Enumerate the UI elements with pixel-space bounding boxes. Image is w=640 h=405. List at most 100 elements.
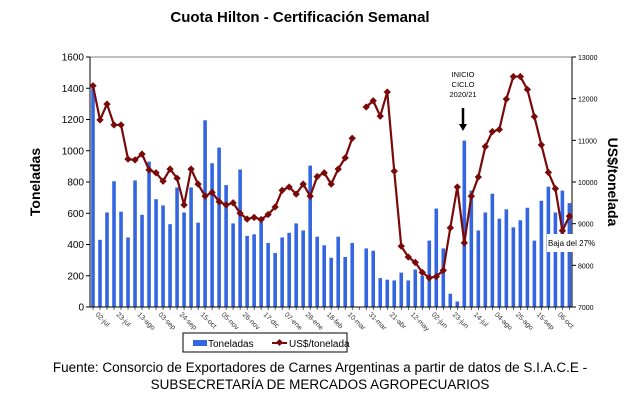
usd-point — [152, 169, 160, 177]
usd-point — [495, 125, 504, 134]
bar — [371, 250, 376, 307]
x-tick-label: 02-jul — [94, 311, 111, 328]
bar — [511, 227, 516, 307]
bar — [98, 239, 102, 307]
bar — [301, 230, 305, 307]
usd-point — [523, 85, 532, 94]
usd-point — [103, 100, 111, 108]
x-tick-label: 23-jun — [451, 311, 470, 330]
bar — [434, 208, 439, 307]
bar — [140, 214, 144, 307]
chart-title: Cuota Hilton - Certificación Semanal — [170, 9, 429, 26]
legend-label-toneladas: Toneladas — [208, 339, 254, 350]
bar — [322, 245, 326, 307]
y2-tick-label: 7000 — [578, 305, 594, 312]
bar — [252, 234, 256, 307]
bar — [126, 237, 130, 307]
bar — [217, 147, 221, 307]
y2-tick-label: 13000 — [578, 55, 598, 62]
usd-point — [145, 166, 153, 174]
y2-tick-label: 8000 — [578, 263, 594, 270]
x-tick-label: 07-ene — [283, 311, 303, 331]
bar — [238, 169, 242, 307]
x-tick-label: 15-oct — [199, 311, 218, 330]
bar — [553, 212, 558, 307]
x-tick-label: 18-feb — [325, 311, 344, 330]
source-line-1: Fuente: Consorcio de Exportadores de Car… — [53, 360, 587, 375]
x-tick-label: 24-sep — [178, 311, 198, 331]
usd-point — [229, 199, 237, 207]
usd-point — [544, 168, 553, 177]
bar — [189, 187, 193, 307]
usd-point — [250, 213, 258, 222]
bar — [329, 257, 333, 307]
legend-swatch-toneladas — [193, 340, 207, 346]
usd-point — [89, 82, 97, 90]
bar — [490, 193, 495, 307]
usd-point — [418, 268, 426, 277]
usd-point — [264, 210, 272, 219]
x-tick-label: 13-ago — [136, 311, 156, 331]
usd-point — [180, 201, 188, 209]
bar — [154, 199, 158, 307]
x-tick-label: 26-nov — [241, 311, 261, 331]
bar — [168, 224, 172, 307]
y2-tick-label: 9000 — [578, 222, 594, 229]
bar — [210, 163, 214, 307]
usd-point — [166, 165, 174, 173]
legend: Toneladas US$/tonelada — [182, 332, 350, 353]
usd-point — [509, 72, 518, 81]
y-tick-label: 600 — [67, 209, 84, 220]
y-tick-label: 1200 — [62, 115, 85, 126]
usd-point — [110, 121, 118, 129]
bar — [287, 232, 291, 307]
usd-point — [530, 112, 539, 121]
y-tick-label: 0 — [78, 303, 84, 314]
bar — [469, 190, 474, 307]
usd-point — [558, 227, 567, 235]
usd-point — [453, 183, 461, 191]
usd-point — [551, 184, 560, 193]
x-tick-label: 05-nov — [220, 311, 240, 331]
usd-point — [481, 142, 490, 151]
source-line-2: SUBSECRETARÍA DE MERCADOS AGROPECUARIOS — [151, 377, 490, 392]
usd-point — [565, 212, 574, 220]
usd-point — [474, 173, 482, 181]
y-axis-label: Toneladas — [27, 148, 43, 216]
usd-point — [348, 134, 356, 142]
bar — [203, 120, 207, 307]
usd-point — [425, 274, 433, 282]
usd-point — [432, 272, 440, 281]
bar — [497, 218, 502, 307]
annotation-baja-background — [547, 234, 573, 252]
bar — [182, 212, 186, 307]
bar — [378, 278, 383, 307]
bar — [350, 242, 355, 307]
usd-point — [446, 224, 454, 232]
bar — [315, 236, 319, 307]
x-tick-label: 28-ene — [304, 311, 324, 331]
bar — [336, 236, 341, 307]
bar — [420, 275, 425, 307]
bar — [448, 293, 453, 307]
x-tick-label: 14-jul — [472, 311, 489, 328]
usd-point — [306, 192, 314, 200]
bar — [462, 140, 467, 307]
y2-tick-label: 10000 — [578, 180, 598, 187]
bar — [455, 301, 460, 307]
annotation-inicio-ciclo: INICIO CICLO 2020/21 — [449, 70, 477, 131]
usd-point — [187, 165, 195, 173]
usd-point — [397, 242, 405, 250]
bar — [406, 280, 411, 307]
legend-marker-usd — [275, 338, 284, 347]
x-tick-label: 02-jun — [430, 311, 449, 330]
usd-point — [537, 141, 546, 149]
usd-point — [271, 203, 279, 211]
legend-label-usd: US$/tonelada — [289, 339, 350, 350]
x-tick-label: 12-may — [409, 311, 431, 333]
bar — [224, 185, 228, 307]
bar — [567, 203, 572, 307]
bar — [196, 222, 200, 307]
bar — [364, 248, 369, 307]
